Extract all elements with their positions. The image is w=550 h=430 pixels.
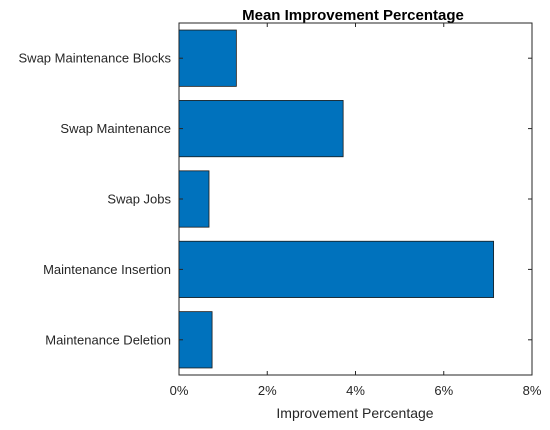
x-tick-label: 4%: [346, 383, 365, 398]
x-tick-label: 8%: [523, 383, 542, 398]
y-tick-label: Swap Jobs: [107, 192, 171, 207]
x-tick-label: 2%: [258, 383, 277, 398]
x-tick-label: 6%: [434, 383, 453, 398]
y-tick-label: Maintenance Insertion: [43, 262, 171, 277]
y-tick-label: Swap Maintenance: [60, 121, 171, 136]
bar-swap-jobs: [178, 170, 210, 228]
x-axis-label: Improvement Percentage: [276, 405, 433, 421]
bar-swap-maintenance: [178, 100, 344, 158]
bar-maintenance-deletion: [178, 311, 213, 369]
y-tick-label: Swap Maintenance Blocks: [19, 51, 172, 66]
chart-title: Mean Improvement Percentage: [242, 7, 464, 24]
y-tick-label: Maintenance Deletion: [45, 332, 171, 347]
bar-maintenance-insertion: [178, 240, 495, 298]
y-axis-ticks: Swap Maintenance Blocks Swap Maintenance S…: [19, 51, 532, 347]
bars-group: [178, 29, 495, 369]
bar-swap-maintenance-blocks: [178, 29, 237, 87]
plot-area: [178, 22, 533, 376]
x-axis-ticks: 0% 2% 4% 6% 8%: [170, 23, 542, 398]
x-tick-label: 0%: [170, 383, 189, 398]
